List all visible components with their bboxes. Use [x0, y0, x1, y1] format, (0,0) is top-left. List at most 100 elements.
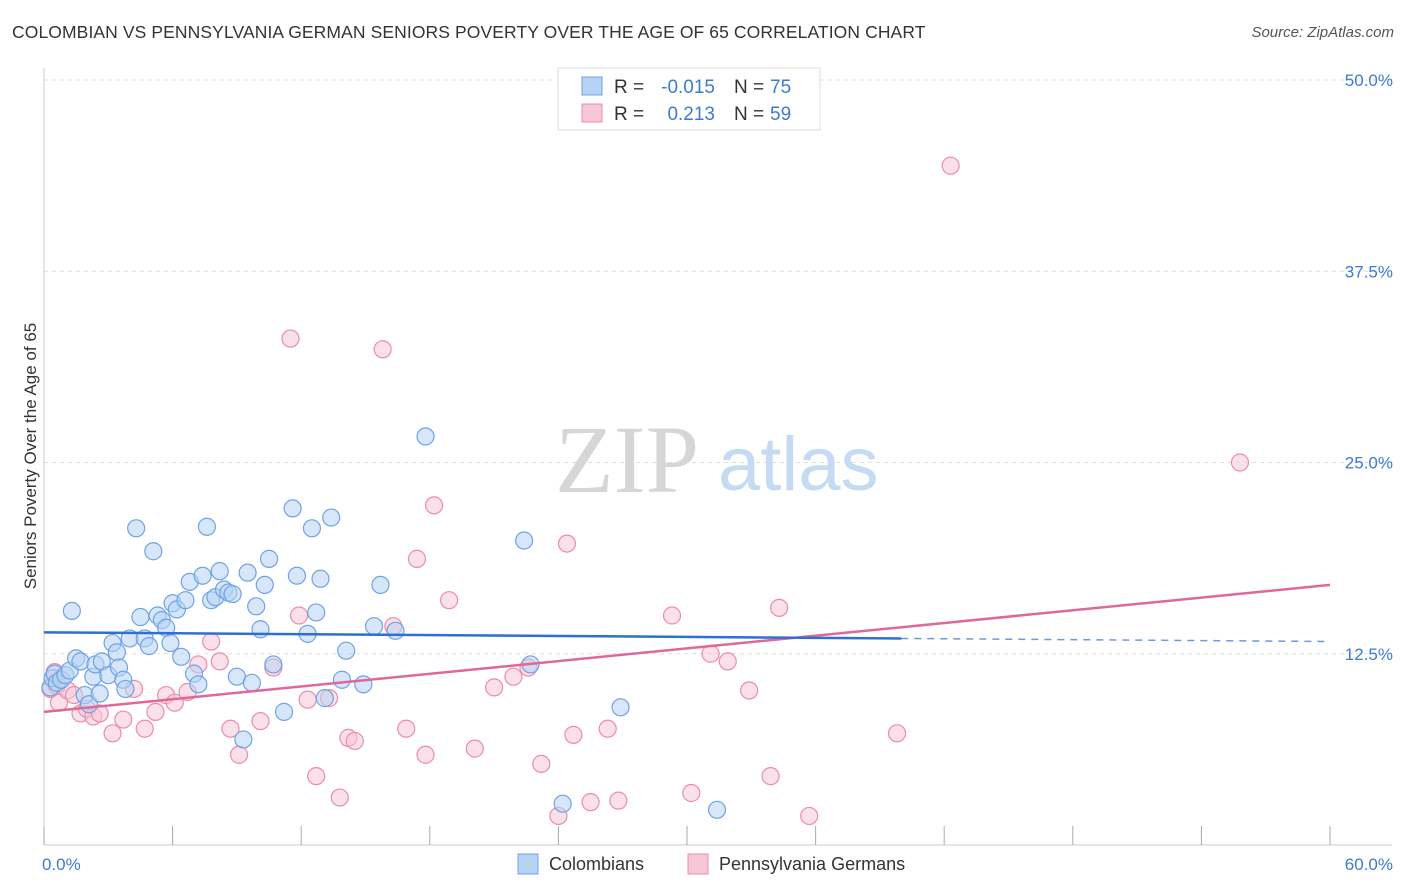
pa-germans-point-33: [345, 731, 364, 751]
pa-germans-point-62: [1230, 453, 1250, 472]
colombians-point-51: [247, 597, 266, 616]
colombians-point-9: [71, 652, 90, 671]
legend-r-value-1: -0.015: [661, 77, 715, 98]
series-pennsylvania-germans-points: [41, 156, 1250, 826]
pa-germans-point-31: [330, 788, 349, 807]
pa-germans-point-41: [465, 739, 484, 758]
legend-n-value-1: 75: [770, 77, 791, 98]
y-tick-labels: 12.5% 25.0% 37.5% 50.0%: [1345, 71, 1393, 664]
colombians-point-23: [127, 519, 146, 538]
x-tick-labels: 0.0% 60.0%: [42, 855, 1393, 874]
pa-germans-point-56: [740, 681, 759, 700]
bottom-legend-pa-germans: Pennsylvania Germans: [719, 854, 905, 874]
colombians-point-71: [416, 427, 435, 446]
watermark-zip: ZIP: [555, 406, 699, 513]
pa-germans-point-47: [557, 534, 577, 553]
pa-germans-point-49: [581, 793, 600, 812]
colombians-point-56: [274, 702, 294, 721]
colombians-trend-line: [43, 631, 902, 640]
y-axis-label: Seniors Poverty Over the Age of 65: [21, 323, 40, 589]
colombians-point-27: [144, 542, 163, 561]
colombians-point-40: [197, 517, 216, 536]
pa-germans-point-59: [800, 806, 819, 826]
colombians-point-60: [302, 519, 322, 538]
colombians-point-72: [515, 531, 534, 550]
colombians-point-52: [251, 620, 270, 639]
x-tick-label-1: 60.0%: [1345, 855, 1393, 874]
colombians-point-70: [386, 621, 405, 640]
pa-germans-point-45: [532, 754, 551, 774]
legend-r-label-1: R =: [614, 77, 644, 98]
legend-r-value-2: 0.213: [667, 104, 715, 125]
bottom-legend-swatch-colombians: [517, 853, 539, 875]
pa-germans-point-29: [307, 767, 326, 786]
pa-germans-point-58: [770, 598, 789, 617]
legend-n-label-1: N =: [734, 77, 764, 98]
pa-germans-point-38: [416, 745, 435, 764]
pa-germans-point-61: [941, 156, 960, 175]
legend-n-label-2: N =: [734, 104, 764, 125]
colombians-point-14: [90, 684, 109, 703]
pa-germans-trend-line: [43, 583, 1331, 714]
pa-germans-point-36: [397, 719, 416, 738]
colombians-point-24: [131, 607, 150, 627]
pa-germans-point-14: [135, 719, 154, 738]
pa-germans-point-55: [718, 652, 737, 671]
pa-germans-point-26: [281, 329, 300, 348]
pa-germans-point-39: [424, 496, 444, 515]
pa-germans-point-23: [229, 745, 249, 764]
pa-germans-point-60: [887, 724, 907, 743]
pa-germans-point-53: [682, 783, 701, 803]
colombians-point-62: [311, 569, 330, 588]
y-tick-label-3: 50.0%: [1345, 71, 1393, 90]
bottom-legend-swatch-pa-germans: [687, 853, 709, 875]
colombians-point-64: [322, 508, 341, 527]
colombians-point-39: [193, 566, 212, 585]
pa-germans-point-51: [609, 791, 628, 810]
pa-germans-point-34: [373, 340, 392, 359]
colombians-point-61: [307, 603, 326, 622]
legend-swatch-pa-germans: [581, 103, 603, 123]
y-tick-label-2: 37.5%: [1345, 262, 1393, 281]
y-tick-label-0: 12.5%: [1345, 645, 1393, 664]
pa-germans-point-12: [114, 710, 133, 729]
watermark-atlas: atlas: [718, 422, 879, 507]
pa-germans-point-11: [103, 724, 122, 743]
pa-germans-point-21: [210, 652, 229, 671]
x-tick-label-0: 0.0%: [42, 855, 81, 874]
colombians-point-74: [553, 794, 572, 813]
legend-n-value-2: 59: [770, 104, 791, 125]
pa-germans-point-20: [202, 632, 221, 651]
pa-germans-point-40: [439, 591, 459, 610]
pa-germans-point-52: [662, 606, 682, 625]
watermark: ZIP atlas: [555, 406, 879, 513]
pa-germans-point-24: [251, 711, 270, 731]
colombians-point-50: [242, 673, 262, 692]
colombians-point-7: [62, 601, 81, 621]
colombians-point-38: [189, 675, 208, 694]
colombians-point-63: [315, 689, 334, 708]
colombians-point-35: [176, 591, 195, 610]
pa-germans-point-22: [221, 719, 240, 738]
trend-lines: [43, 583, 1331, 714]
legend-swatch-colombians: [581, 76, 603, 96]
axes: [43, 68, 1392, 846]
bottom-legend: Colombians Pennsylvania Germans: [517, 853, 905, 875]
colombians-point-66: [337, 641, 356, 660]
pa-germans-point-57: [761, 767, 780, 786]
legend-r-label-2: R =: [614, 104, 644, 125]
pa-germans-point-43: [504, 667, 523, 686]
colombians-point-58: [287, 566, 307, 585]
colombians-point-69: [371, 575, 390, 595]
colombians-point-68: [364, 617, 384, 636]
colombians-point-55: [264, 655, 283, 674]
colombians-point-65: [332, 670, 352, 689]
colombians-point-48: [234, 730, 253, 749]
colombians-point-43: [210, 562, 229, 581]
pa-germans-point-15: [146, 702, 165, 721]
pa-germans-point-27: [289, 606, 309, 625]
stats-legend: R = -0.015 N = 75 R = 0.213 N = 59: [557, 67, 821, 131]
colombians-trend-extension: [901, 637, 1331, 643]
colombians-point-75: [611, 698, 630, 717]
